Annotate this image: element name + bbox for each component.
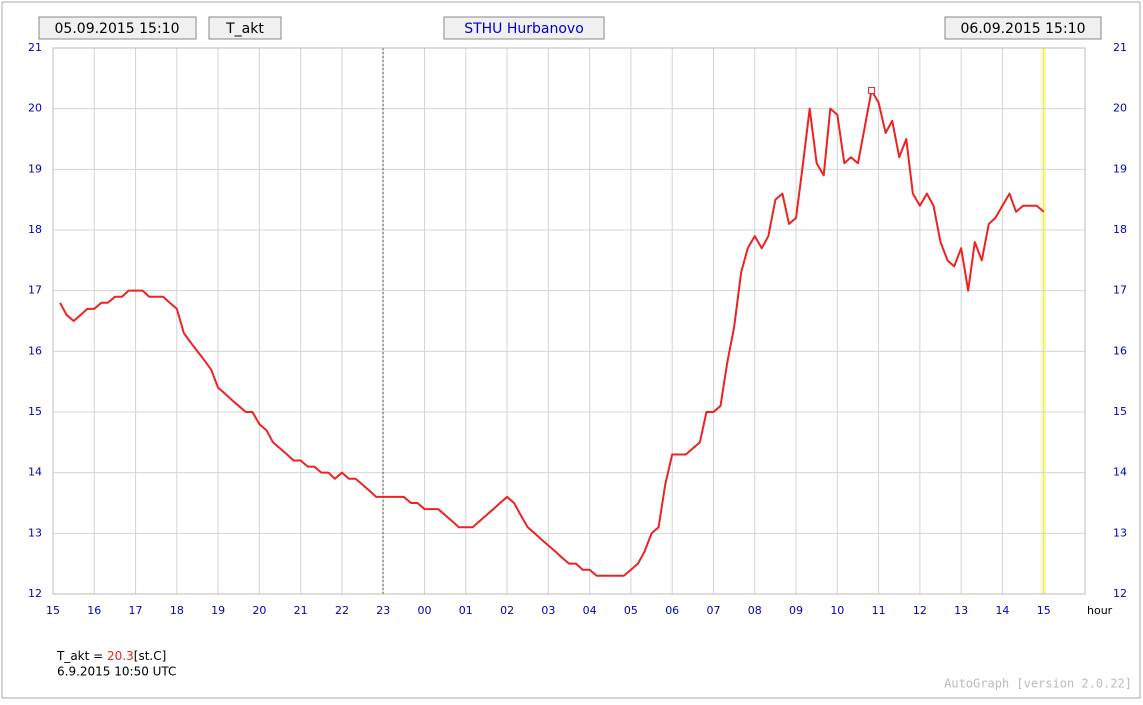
x-tick-label: 11 (872, 604, 886, 617)
x-tick-label: 00 (418, 604, 432, 617)
header-box (443, 16, 605, 40)
y-tick-label: 17 (28, 284, 42, 297)
x-tick-label: 19 (211, 604, 225, 617)
readout-label: T_akt = (56, 649, 103, 663)
x-tick-label: 05 (624, 604, 638, 617)
readout-time: 6.9.2015 10:50 UTC (57, 665, 176, 679)
y-tick-label: 19 (28, 162, 42, 175)
x-tick-label: 01 (459, 604, 473, 617)
header-box (208, 16, 282, 40)
x-tick-label: 17 (129, 604, 143, 617)
start-label: 05.09.2015 15:10 (55, 21, 180, 37)
x-tick-label: 16 (87, 604, 101, 617)
header-box (38, 16, 197, 40)
y2-tick-label: 18 (1113, 223, 1127, 236)
y2-tick-label: 19 (1113, 162, 1127, 175)
readout-marker (868, 86, 876, 94)
x-tick-label: 12 (913, 604, 927, 617)
x-tick-label: 10 (830, 604, 844, 617)
x-tick-label: 06 (665, 604, 679, 617)
y-tick-label: 12 (28, 587, 42, 600)
x-tick-label: 23 (376, 604, 390, 617)
y2-tick-label: 15 (1113, 405, 1127, 418)
x-tick-label: 20 (252, 604, 266, 617)
y2-tick-label: 21 (1113, 41, 1127, 54)
x-tick-label: 07 (706, 604, 720, 617)
x-tick-label: 02 (500, 604, 514, 617)
y-tick-label: 14 (28, 466, 42, 479)
y-tick-label: 15 (28, 405, 42, 418)
end-label: 06.09.2015 15:10 (961, 21, 1086, 37)
x-tick-label: 08 (748, 604, 762, 617)
y-tick-label: 18 (28, 223, 42, 236)
x-tick-label: 21 (294, 604, 308, 617)
x-tick-label: 15 (46, 604, 60, 617)
y2-tick-label: 12 (1113, 587, 1127, 600)
header-box (944, 16, 1102, 40)
y2-tick-label: 14 (1113, 466, 1127, 479)
x-tick-label: 13 (954, 604, 968, 617)
chart-title: T_akt (225, 21, 264, 37)
x-tick-label: 15 (1037, 604, 1051, 617)
y-tick-label: 20 (28, 102, 42, 115)
y-tick-label: 13 (28, 526, 42, 539)
x-tick-label: 22 (335, 604, 349, 617)
y2-tick-label: 13 (1113, 526, 1127, 539)
footer: AutoGraph [version 2.0.22] (944, 677, 1132, 691)
y2-tick-label: 20 (1113, 102, 1127, 115)
y2-tick-label: 16 (1113, 344, 1127, 357)
x-tick-label: 14 (995, 604, 1009, 617)
x-unit-label: hour (1087, 604, 1113, 617)
data-line (59, 89, 1045, 577)
readout-unit: [st.C] (134, 649, 167, 663)
x-tick-label: 09 (789, 604, 803, 617)
x-tick-label: 04 (583, 604, 597, 617)
x-tick-label: 18 (170, 604, 184, 617)
y-tick-label: 21 (28, 41, 42, 54)
y-tick-label: 16 (28, 344, 42, 357)
y2-tick-label: 17 (1113, 284, 1127, 297)
plot-area (52, 47, 1086, 595)
readout: T_akt = 20.3[st.C] (56, 649, 166, 663)
x-tick-label: 03 (541, 604, 555, 617)
station: STHU Hurbanovo (464, 21, 584, 37)
readout-value: 20.3 (107, 649, 134, 663)
